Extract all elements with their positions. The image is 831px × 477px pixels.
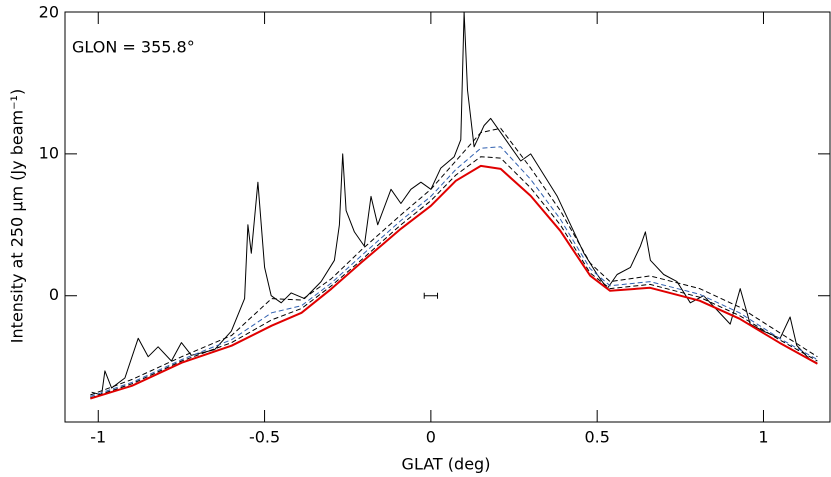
x-tick-label: -1 <box>90 428 106 447</box>
data-line <box>90 127 818 396</box>
plot-frame <box>64 11 831 423</box>
y-axis-label: Intensity at 250 μm (Jy beam⁻¹) <box>8 89 27 343</box>
annotation: GLON = 355.8° <box>72 38 195 57</box>
x-tick-label: 1 <box>758 428 768 447</box>
x-tick-label: 0 <box>426 428 436 447</box>
data-line <box>90 156 818 399</box>
y-tick-label: 0 <box>49 285 59 304</box>
data-line <box>90 146 818 397</box>
x-tick-label: -0.5 <box>249 428 280 447</box>
data-line <box>90 164 818 400</box>
y-tick-label: 10 <box>39 143 59 162</box>
x-tick-label: 0.5 <box>584 428 609 447</box>
y-tick-label: 20 <box>39 3 59 22</box>
data-line <box>91 11 817 396</box>
x-axis-label: GLAT (deg) <box>402 455 491 474</box>
error-bar <box>423 292 439 299</box>
